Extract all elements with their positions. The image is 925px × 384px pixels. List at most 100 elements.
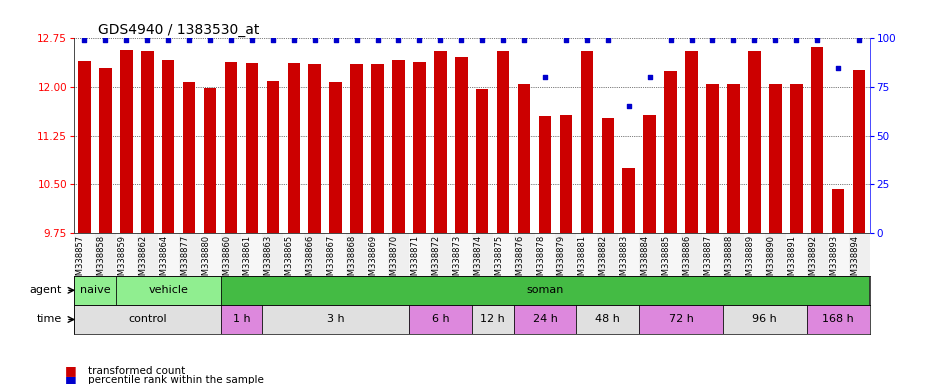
Bar xyxy=(618,233,639,276)
Bar xyxy=(263,233,283,276)
Bar xyxy=(497,51,510,233)
Text: 12 h: 12 h xyxy=(480,314,505,324)
Text: GSM338881: GSM338881 xyxy=(578,235,586,286)
Bar xyxy=(266,81,279,233)
Point xyxy=(789,37,804,43)
Bar xyxy=(623,168,635,233)
Bar xyxy=(472,305,513,334)
Text: GSM338861: GSM338861 xyxy=(243,235,252,286)
Point xyxy=(98,37,113,43)
Bar xyxy=(472,233,493,276)
Bar xyxy=(518,84,530,233)
Bar xyxy=(560,115,573,233)
Bar xyxy=(329,83,342,233)
Text: GSM338891: GSM338891 xyxy=(787,235,796,286)
Bar xyxy=(639,233,660,276)
Bar xyxy=(304,233,326,276)
Bar xyxy=(141,51,154,233)
Point xyxy=(726,37,741,43)
Point xyxy=(433,37,448,43)
Text: GSM338863: GSM338863 xyxy=(264,235,273,286)
Bar xyxy=(685,51,697,233)
Bar xyxy=(409,305,472,334)
Bar xyxy=(702,233,723,276)
Bar xyxy=(346,233,367,276)
Point xyxy=(161,37,176,43)
Text: 1 h: 1 h xyxy=(233,314,251,324)
Point xyxy=(622,103,636,109)
Point xyxy=(244,37,259,43)
Bar xyxy=(120,50,132,233)
Bar xyxy=(116,276,220,305)
Text: GDS4940 / 1383530_at: GDS4940 / 1383530_at xyxy=(98,23,259,37)
Bar xyxy=(601,118,614,233)
Bar xyxy=(493,233,513,276)
Text: GSM338872: GSM338872 xyxy=(431,235,440,286)
Point xyxy=(350,37,364,43)
Text: GSM338857: GSM338857 xyxy=(76,235,84,286)
Bar xyxy=(116,233,137,276)
Point xyxy=(537,74,552,80)
Point xyxy=(684,37,699,43)
Text: GSM338859: GSM338859 xyxy=(117,235,127,286)
Point xyxy=(747,37,762,43)
Bar xyxy=(765,233,785,276)
Bar xyxy=(476,89,488,233)
Text: GSM338879: GSM338879 xyxy=(557,235,566,286)
Bar xyxy=(288,63,300,233)
Bar xyxy=(241,233,263,276)
Text: GSM338892: GSM338892 xyxy=(808,235,817,286)
Bar xyxy=(723,305,807,334)
Point xyxy=(412,37,426,43)
Point xyxy=(809,37,824,43)
Bar xyxy=(388,233,409,276)
Bar xyxy=(367,233,388,276)
Text: GSM338882: GSM338882 xyxy=(598,235,608,286)
Text: GSM338858: GSM338858 xyxy=(96,235,105,286)
Text: GSM338877: GSM338877 xyxy=(180,235,189,286)
Text: GSM338862: GSM338862 xyxy=(138,235,147,286)
Point xyxy=(579,37,594,43)
Point xyxy=(496,37,511,43)
Bar xyxy=(598,233,618,276)
Bar xyxy=(246,63,258,233)
Bar xyxy=(828,233,848,276)
Text: GSM338867: GSM338867 xyxy=(327,235,336,286)
Bar xyxy=(430,233,450,276)
Bar xyxy=(513,233,535,276)
Bar xyxy=(538,116,551,233)
Bar xyxy=(220,305,263,334)
Point xyxy=(203,37,217,43)
Point xyxy=(140,37,154,43)
Point xyxy=(77,37,92,43)
Bar xyxy=(706,84,719,233)
Text: GSM338888: GSM338888 xyxy=(724,235,734,286)
Point xyxy=(307,37,322,43)
Bar xyxy=(74,276,116,305)
Bar xyxy=(556,233,576,276)
Bar xyxy=(727,84,740,233)
Text: GSM338868: GSM338868 xyxy=(348,235,357,286)
Bar xyxy=(200,233,220,276)
Bar xyxy=(581,51,593,233)
Point xyxy=(265,37,280,43)
Text: soman: soman xyxy=(526,285,563,295)
Text: GSM338889: GSM338889 xyxy=(746,235,755,286)
Bar xyxy=(351,65,363,233)
Text: ■: ■ xyxy=(65,374,77,384)
Bar xyxy=(225,62,238,233)
Text: GSM338885: GSM338885 xyxy=(661,235,671,286)
Bar xyxy=(535,233,556,276)
Point xyxy=(705,37,720,43)
Text: GSM338886: GSM338886 xyxy=(683,235,692,286)
Text: GSM338875: GSM338875 xyxy=(494,235,503,286)
Text: vehicle: vehicle xyxy=(148,285,188,295)
Point xyxy=(852,37,867,43)
Text: GSM338873: GSM338873 xyxy=(452,235,462,286)
Point xyxy=(454,37,469,43)
Bar xyxy=(785,233,807,276)
Bar xyxy=(95,233,116,276)
Text: 3 h: 3 h xyxy=(327,314,344,324)
Bar xyxy=(409,233,430,276)
Bar xyxy=(513,305,576,334)
